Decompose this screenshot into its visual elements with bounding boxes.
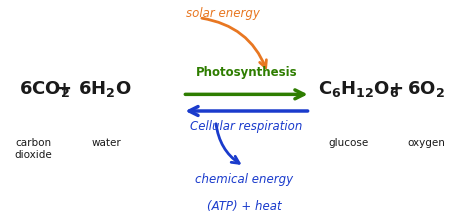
Text: Photosynthesis: Photosynthesis (196, 66, 297, 79)
Text: $\mathbf{C_6H_{12}O_6}$: $\mathbf{C_6H_{12}O_6}$ (318, 79, 399, 99)
Text: oxygen: oxygen (408, 138, 446, 148)
Text: glucose: glucose (328, 138, 368, 148)
Text: carbon
dioxide: carbon dioxide (14, 138, 52, 160)
FancyArrowPatch shape (216, 124, 239, 163)
Text: $\mathbf{6O_2}$: $\mathbf{6O_2}$ (407, 79, 445, 99)
FancyArrowPatch shape (202, 18, 266, 68)
Text: chemical energy: chemical energy (195, 173, 293, 186)
Text: Cellular respiration: Cellular respiration (190, 120, 303, 133)
Text: solar energy: solar energy (186, 7, 260, 20)
Text: $\mathbf{6H_2O}$: $\mathbf{6H_2O}$ (78, 79, 132, 99)
Text: $\mathbf{+}$: $\mathbf{+}$ (388, 80, 403, 98)
Text: $\mathbf{6CO_2}$: $\mathbf{6CO_2}$ (19, 79, 70, 99)
Text: water: water (92, 138, 121, 148)
Text: (ATP) + heat: (ATP) + heat (207, 200, 282, 213)
Text: $\mathbf{+}$: $\mathbf{+}$ (56, 80, 72, 98)
